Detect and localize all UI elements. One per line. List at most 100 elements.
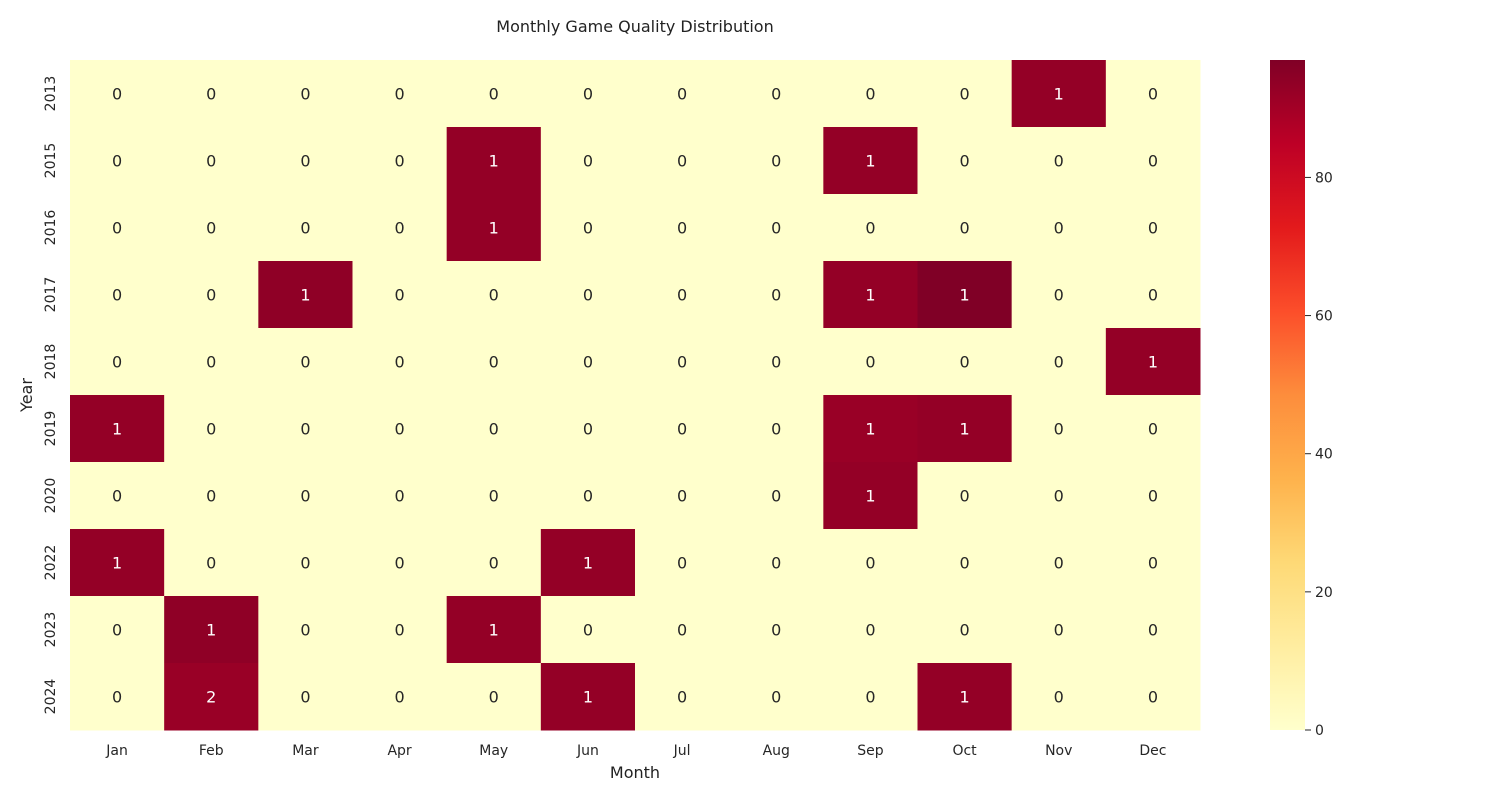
heatmap-cell xyxy=(635,127,730,195)
cell-value-label: 0 xyxy=(677,286,687,305)
cell-value-label: 0 xyxy=(489,487,499,506)
cell-value-label: 0 xyxy=(300,621,310,640)
heatmap-cell xyxy=(1105,127,1201,195)
heatmap-cell xyxy=(635,395,730,463)
cell-value-label: 0 xyxy=(112,487,122,506)
heatmap-cell xyxy=(635,194,730,262)
cell-value-label: 0 xyxy=(489,688,499,707)
cell-value-label: 1 xyxy=(583,688,593,707)
cell-value-label: 1 xyxy=(865,487,875,506)
heatmap-cell xyxy=(164,462,259,530)
cell-value-label: 1 xyxy=(959,688,969,707)
cell-value-label: 0 xyxy=(1054,286,1064,305)
heatmap-cell xyxy=(164,596,259,664)
colorbar: 0 20 40 60 80 xyxy=(1270,60,1333,739)
heatmap-cell xyxy=(446,663,542,731)
cell-value-label: 0 xyxy=(112,219,122,238)
heatmap-cell xyxy=(635,529,730,597)
heatmap-cell xyxy=(540,529,636,597)
cell-value-label: 0 xyxy=(583,219,593,238)
heatmap-cell xyxy=(917,663,1013,731)
heatmap-cell xyxy=(729,60,824,128)
cell-value-label: 0 xyxy=(112,688,122,707)
y-tick-label: 2013 xyxy=(43,76,59,112)
x-tick-label: Jan xyxy=(105,743,128,759)
cell-value-label: 0 xyxy=(865,554,875,573)
heatmap-cell xyxy=(446,529,542,597)
heatmap-cell xyxy=(917,596,1013,664)
heatmap-cell xyxy=(70,194,165,262)
cell-value-label: 0 xyxy=(1148,688,1158,707)
heatmap-cell xyxy=(352,663,448,731)
heatmap-cell xyxy=(1105,529,1201,597)
cell-value-label: 0 xyxy=(394,688,404,707)
x-tick-label: Aug xyxy=(763,743,790,759)
x-tick-label: Nov xyxy=(1045,743,1072,759)
heatmap-cell xyxy=(258,261,353,329)
cell-value-label: 0 xyxy=(489,554,499,573)
heatmap-cell xyxy=(258,60,353,128)
cell-value-label: 0 xyxy=(677,688,687,707)
cell-value-label: 0 xyxy=(394,286,404,305)
cell-value-label: 0 xyxy=(771,487,781,506)
heatmap-cell xyxy=(823,127,918,195)
cell-value-label: 0 xyxy=(865,688,875,707)
heatmap-cell xyxy=(729,462,824,530)
heatmap-cell xyxy=(446,60,542,128)
cell-value-label: 0 xyxy=(771,85,781,104)
heatmap-cell xyxy=(1011,663,1107,731)
heatmap-cell xyxy=(70,663,165,731)
heatmap-cell xyxy=(446,395,542,463)
heatmap-cell xyxy=(258,328,353,396)
colorbar-tick-label: 60 xyxy=(1315,309,1333,325)
cell-value-label: 0 xyxy=(394,420,404,439)
heatmap-cell xyxy=(446,462,542,530)
x-axis-ticks: Jan Feb Mar Apr May Jun Jul Aug Sep Oct Nov Dec xyxy=(105,743,1166,759)
heatmap-cell xyxy=(70,60,165,128)
cell-value-label: 0 xyxy=(112,85,122,104)
heatmap-cell xyxy=(823,529,918,597)
heatmap-cell xyxy=(70,261,165,329)
cell-value-label: 0 xyxy=(206,286,216,305)
cell-value-label: 0 xyxy=(300,85,310,104)
heatmap-cell xyxy=(540,462,636,530)
cell-value-label: 0 xyxy=(959,353,969,372)
chart-title: Monthly Game Quality Distribution xyxy=(496,17,773,36)
heatmap-cell xyxy=(70,328,165,396)
cell-value-label: 0 xyxy=(1054,487,1064,506)
cell-value-label: 0 xyxy=(394,353,404,372)
cell-value-label: 1 xyxy=(1148,353,1158,372)
cell-value-label: 1 xyxy=(206,621,216,640)
cell-value-label: 0 xyxy=(959,85,969,104)
cell-value-label: 2 xyxy=(206,688,216,707)
heatmap-cell xyxy=(540,194,636,262)
heatmap-cell xyxy=(729,395,824,463)
heatmap-cell xyxy=(352,395,448,463)
heatmap-cell xyxy=(446,596,542,664)
cell-value-label: 0 xyxy=(1054,554,1064,573)
cell-value-label: 0 xyxy=(206,554,216,573)
heatmap-cell xyxy=(352,127,448,195)
cell-value-label: 0 xyxy=(300,219,310,238)
heatmap-cell xyxy=(1105,261,1201,329)
heatmap-cell xyxy=(352,529,448,597)
heatmap-cell xyxy=(917,328,1013,396)
heatmap-cell xyxy=(446,194,542,262)
cell-value-label: 0 xyxy=(1054,353,1064,372)
cell-value-label: 0 xyxy=(300,353,310,372)
cell-value-label: 0 xyxy=(583,621,593,640)
cell-value-label: 0 xyxy=(1148,487,1158,506)
y-tick-label: 2024 xyxy=(43,679,59,715)
y-tick-label: 2023 xyxy=(43,612,59,648)
cell-value-label: 0 xyxy=(677,353,687,372)
cell-value-label: 1 xyxy=(583,554,593,573)
heatmap-cell xyxy=(917,127,1013,195)
cell-value-label: 0 xyxy=(1148,286,1158,305)
cell-value-label: 0 xyxy=(865,85,875,104)
cell-value-label: 0 xyxy=(1148,85,1158,104)
heatmap-cell xyxy=(258,194,353,262)
heatmap-cell xyxy=(823,663,918,731)
cell-value-label: 0 xyxy=(771,219,781,238)
cell-value-label: 0 xyxy=(865,219,875,238)
